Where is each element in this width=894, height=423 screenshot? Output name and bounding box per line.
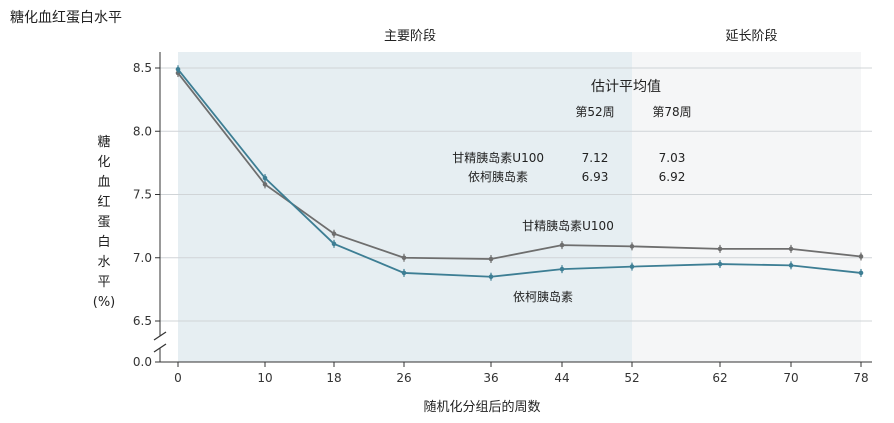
- estimates-icodec-week78: 6.92: [659, 170, 686, 184]
- y-axis-ticks: 6.5 7.0 7.5 8.0 8.5 0.0: [133, 61, 160, 369]
- data-point: [858, 252, 864, 261]
- data-point: [629, 262, 635, 271]
- estimates-row-label-icodec: 依柯胰岛素: [468, 169, 528, 184]
- y-axis-label-char: 糖: [97, 134, 110, 150]
- series-line: [177, 72, 862, 260]
- x-tick-label: 0: [174, 371, 182, 385]
- data-point: [401, 253, 407, 262]
- estimates-row-label-glargine: 甘精胰岛素U100: [452, 150, 544, 165]
- x-tick-label: 62: [712, 371, 727, 385]
- data-point: [788, 244, 794, 253]
- x-tick-label: 52: [624, 371, 639, 385]
- series-label-glargine: 甘精胰岛素U100: [522, 218, 614, 233]
- data-point: [559, 265, 565, 274]
- data-point: [788, 261, 794, 270]
- data-point: [858, 268, 864, 277]
- estimates-icodec-week52: 6.93: [582, 170, 609, 184]
- y-axis-label-char: 血: [97, 175, 110, 190]
- series-label-icodec: 依柯胰岛素: [513, 289, 573, 304]
- main-phase-background: [178, 52, 632, 362]
- data-point: [401, 268, 407, 277]
- estimates-title: 估计平均值: [591, 79, 661, 95]
- y-tick-label: 8.0: [133, 124, 152, 138]
- data-point: [331, 239, 337, 248]
- data-point: [717, 244, 723, 253]
- estimates-annotation: 估计平均值 第52周 第78周 甘精胰岛素U100 7.12 7.03 依柯胰岛…: [452, 79, 691, 184]
- y-axis-label-char: (%): [93, 295, 116, 310]
- chart-title: 糖化血红蛋白水平: [10, 10, 122, 26]
- y-tick-label: 7.5: [133, 188, 152, 202]
- extension-phase-background: [632, 52, 861, 362]
- data-point: [559, 241, 565, 250]
- data-point: [717, 260, 723, 269]
- series-line: [177, 68, 862, 278]
- data-point: [331, 229, 337, 238]
- extension-phase-label: 延长阶段: [725, 29, 777, 44]
- data-point: [629, 242, 635, 251]
- data-point: [488, 272, 494, 281]
- data-point: [488, 255, 494, 264]
- data-point: [175, 65, 181, 74]
- x-tick-label: 10: [257, 371, 272, 385]
- y-axis-label-char: 白: [97, 234, 110, 250]
- estimates-col-week78: 第78周: [652, 105, 691, 119]
- x-tick-label: 70: [783, 371, 798, 385]
- y-axis-label-char: 红: [97, 194, 110, 210]
- x-tick-label: 26: [396, 371, 411, 385]
- estimates-glargine-week52: 7.12: [582, 151, 609, 165]
- x-axis-label: 随机化分组后的周数: [423, 399, 540, 415]
- main-phase-label: 主要阶段: [384, 29, 436, 44]
- x-axis-ticks: 0 10 18 26 36 44 52 62 70 78: [174, 362, 869, 385]
- y-axis-label-char: 蛋: [97, 215, 110, 230]
- y-axis-break-mark: [153, 331, 167, 353]
- estimates-glargine-week78: 7.03: [659, 151, 686, 165]
- y-axis-label-char: 水: [97, 255, 110, 270]
- y-tick-label: 6.5: [133, 314, 152, 328]
- x-tick-label: 78: [853, 371, 868, 385]
- x-tick-label: 36: [483, 371, 498, 385]
- series-layer: [175, 65, 864, 281]
- y-axis-label: 糖化血红蛋白水平 (%): [93, 134, 116, 310]
- x-tick-label: 44: [554, 371, 569, 385]
- y-axis-label-char: 化: [97, 155, 110, 170]
- data-point: [262, 174, 268, 183]
- y-tick-label: 8.5: [133, 61, 152, 75]
- y-tick-label: 0.0: [133, 355, 152, 369]
- x-tick-label: 18: [326, 371, 341, 385]
- y-axis-label-char: 平: [97, 275, 110, 290]
- y-tick-label: 7.0: [133, 251, 152, 265]
- estimates-col-week52: 第52周: [575, 105, 614, 119]
- series-1: [175, 65, 864, 281]
